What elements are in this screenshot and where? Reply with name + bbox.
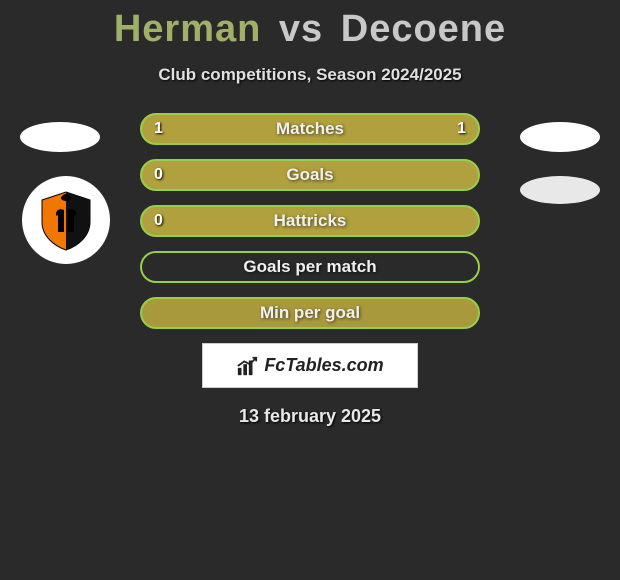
stat-row: Goals per match [140, 251, 480, 283]
stat-row: 0 Hattricks [140, 205, 480, 237]
stat-label: Goals per match [243, 257, 376, 277]
player2-name: Decoene [341, 8, 506, 50]
stat-label: Hattricks [274, 211, 347, 231]
player2-badge-placeholder-1 [520, 122, 600, 152]
player2-badge-placeholder-2 [520, 176, 600, 204]
stat-row: Min per goal [140, 297, 480, 329]
club-badge-icon [34, 188, 98, 252]
chart-icon [236, 355, 258, 377]
stat-value-left: 0 [154, 166, 163, 184]
stat-row: 1 Matches 1 [140, 113, 480, 145]
vs-text: vs [279, 8, 323, 50]
player1-name: Herman [114, 8, 262, 50]
stat-label: Matches [276, 119, 344, 139]
brand-box[interactable]: FcTables.com [202, 343, 418, 388]
page-title: Herman vs Decoene [0, 0, 620, 51]
date-text: 13 february 2025 [0, 406, 620, 427]
stat-label: Goals [286, 165, 333, 185]
club-badge [22, 176, 110, 264]
stat-value-right: 1 [457, 120, 466, 138]
stat-value-left: 1 [154, 120, 163, 138]
player1-badge-placeholder [20, 122, 100, 152]
stats-rows: 1 Matches 1 0 Goals 0 Hattricks Goals per match… [140, 113, 480, 329]
stat-label: Min per goal [260, 303, 360, 323]
subtitle: Club competitions, Season 2024/2025 [0, 65, 620, 85]
stat-row: 0 Goals [140, 159, 480, 191]
brand-text: FcTables.com [264, 355, 383, 376]
stat-value-left: 0 [154, 212, 163, 230]
